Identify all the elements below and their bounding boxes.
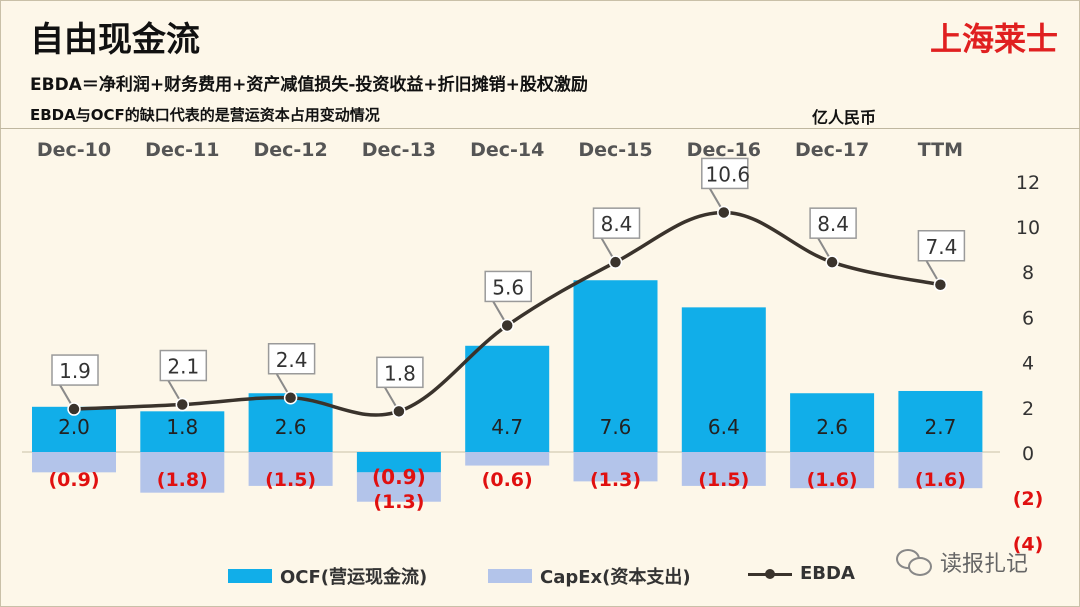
wechat-icon xyxy=(896,549,932,576)
ebda-point xyxy=(933,278,948,292)
capex-bar xyxy=(356,472,441,502)
y-tick-label: (2) xyxy=(1013,488,1044,510)
ebda-callout-box xyxy=(159,349,208,382)
y-tick-label: 0 xyxy=(1022,443,1034,465)
capex-bar xyxy=(465,452,550,466)
capex-data-label: (0.6) xyxy=(482,469,533,491)
ebda-data-label: 8.4 xyxy=(817,212,849,236)
ocf-data-label: 7.6 xyxy=(600,415,632,439)
ocf-bar xyxy=(465,345,550,452)
legend-item-ocf: OCF(营运现金流) xyxy=(228,563,427,589)
ebda-data-label: 1.8 xyxy=(384,361,416,385)
ebda-callout-box xyxy=(701,157,749,190)
capex-data-label: (1.3) xyxy=(373,491,424,513)
ebda-point xyxy=(67,402,81,416)
ebda-point xyxy=(175,397,190,412)
y-tick-label: 10 xyxy=(1016,217,1040,239)
y-tick-label: 8 xyxy=(1022,262,1034,284)
watermark-text: 读报扎记 xyxy=(940,552,1029,577)
ebda-data-label: 5.6 xyxy=(492,275,524,299)
capex-bar xyxy=(573,452,658,482)
ocf-bar xyxy=(790,393,875,452)
capex-bar xyxy=(790,452,875,489)
legend-item-capex: CapEx(资本支出) xyxy=(488,563,691,589)
ebda-formula: EBDA＝净利润+财务费用+资产减值损失-投资收益+折旧摊销+股权激励 xyxy=(30,75,588,95)
ebda-data-label: 2.4 xyxy=(276,348,308,372)
ocf-bar xyxy=(140,411,225,452)
y-tick-label: 4 xyxy=(1022,353,1034,375)
ebda-point xyxy=(825,255,839,269)
x-category-label: Dec-15 xyxy=(578,139,652,161)
ebda-callout-box xyxy=(484,270,532,303)
ebda-data-label: 2.1 xyxy=(167,355,199,379)
ebda-callout-box xyxy=(917,230,966,262)
ocf-data-label: (0.9) xyxy=(372,465,426,489)
ebda-data-label: 7.4 xyxy=(925,235,957,259)
ebda-callout-box xyxy=(809,207,857,239)
legend-label-capex: CapEx(资本支出) xyxy=(540,567,691,588)
legend-swatch-capex xyxy=(488,569,532,583)
ocf-data-label: 4.7 xyxy=(491,415,523,439)
ocf-data-label: 2.0 xyxy=(58,415,90,439)
gap-note: EBDA与OCF的缺口代表的是营运资本占用变动情况 xyxy=(30,106,380,124)
x-category-label: Dec-13 xyxy=(362,139,436,161)
x-category-label: TTM xyxy=(918,139,963,161)
y-tick-label: 2 xyxy=(1022,398,1034,420)
chart-legend: OCF(营运现金流) CapEx(资本支出) EBDA xyxy=(0,563,1080,589)
ebda-callout-box xyxy=(376,356,424,389)
capex-data-label: (1.6) xyxy=(915,469,966,491)
legend-item-ebda: EBDA xyxy=(748,563,855,584)
capex-bar xyxy=(681,452,766,486)
ebda-point xyxy=(608,255,623,269)
x-category-label: Dec-10 xyxy=(37,139,111,161)
x-category-label: Dec-11 xyxy=(145,139,219,161)
legend-symbol-ebda xyxy=(748,567,792,581)
capex-bar xyxy=(32,452,116,473)
ebda-point xyxy=(392,404,406,419)
capex-data-label: (1.5) xyxy=(265,469,316,491)
legend-label-ocf: OCF(营运现金流) xyxy=(280,567,428,588)
unit-label: 亿人民币 xyxy=(812,108,877,127)
x-category-label: Dec-16 xyxy=(687,139,761,161)
brand-name: 上海莱士 xyxy=(929,20,1058,58)
capex-data-label: (1.6) xyxy=(807,469,858,491)
ebda-callout-box xyxy=(51,354,99,386)
ocf-data-label: 2.6 xyxy=(275,415,307,439)
ebda-data-label: 8.4 xyxy=(601,212,633,236)
ocf-data-label: 2.7 xyxy=(924,415,956,439)
capex-bar xyxy=(248,452,333,486)
ebda-point xyxy=(717,205,731,220)
header-divider xyxy=(0,128,1080,129)
capex-data-label: (1.5) xyxy=(698,469,749,491)
ebda-data-label: 1.9 xyxy=(59,359,91,383)
ocf-bar xyxy=(573,280,658,452)
x-category-label: Dec-17 xyxy=(795,139,869,161)
ocf-data-label: 2.6 xyxy=(816,415,848,439)
y-tick-label: 6 xyxy=(1022,307,1034,329)
legend-label-ebda: EBDA xyxy=(800,563,855,584)
ocf-data-label: 6.4 xyxy=(708,415,740,439)
ocf-data-label: 1.8 xyxy=(166,415,198,439)
ebda-data-label: 10.6 xyxy=(706,162,751,186)
x-category-label: Dec-12 xyxy=(253,139,327,161)
y-tick-label: 12 xyxy=(1016,172,1040,194)
legend-swatch-ocf xyxy=(228,569,272,583)
ocf-bar xyxy=(681,307,766,452)
capex-bar xyxy=(898,452,983,489)
capex-bar xyxy=(140,452,225,493)
ebda-point xyxy=(283,391,298,405)
ebda-callout-box xyxy=(592,207,641,239)
page-title: 自由现金流 xyxy=(30,20,200,60)
y-tick-label: (4) xyxy=(1013,533,1044,555)
watermark: 读报扎记 xyxy=(896,546,1028,578)
capex-data-label: (1.3) xyxy=(590,469,641,491)
x-category-label: Dec-14 xyxy=(470,139,544,161)
capex-data-label: (1.8) xyxy=(157,469,208,491)
ebda-point xyxy=(500,318,514,333)
ebda-callout-box xyxy=(267,343,316,375)
ocf-bar xyxy=(356,452,441,473)
capex-data-label: (0.9) xyxy=(48,469,99,491)
ocf-bar xyxy=(898,390,983,452)
